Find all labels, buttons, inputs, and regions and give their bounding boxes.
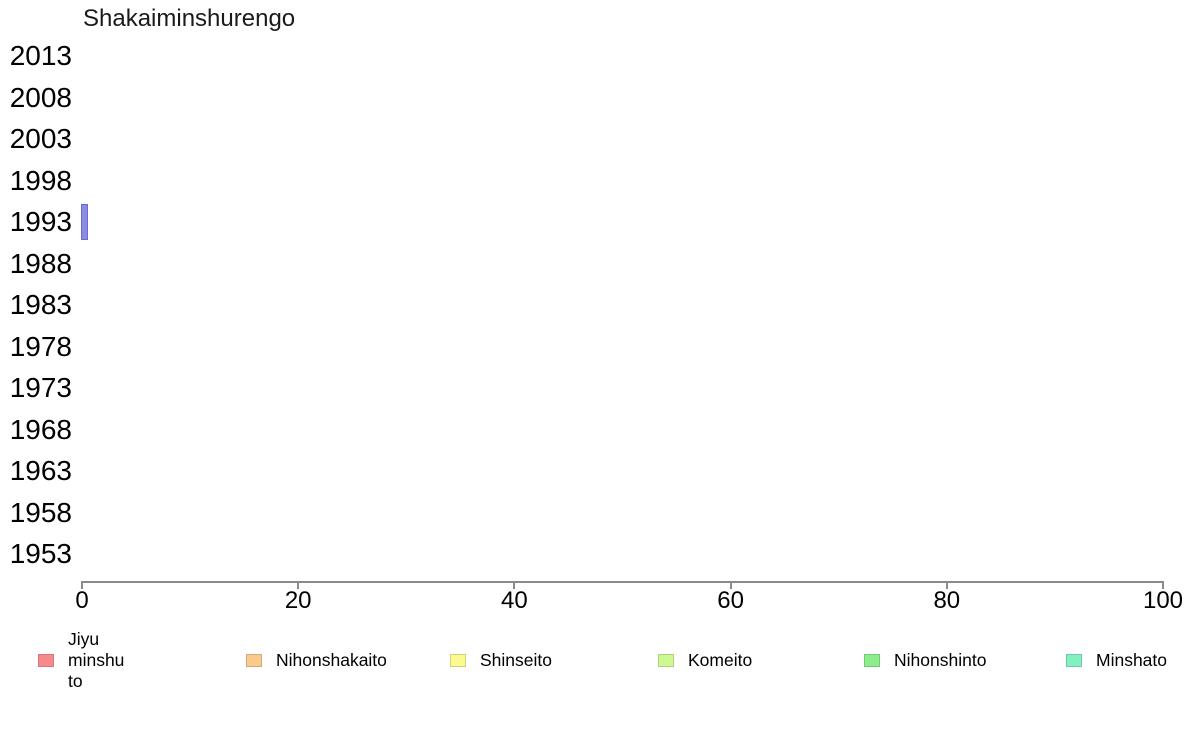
y-axis-label: 1993 [9,206,72,237]
legend-label: Komeito [688,649,753,670]
y-axis-label: 2013 [9,40,72,71]
x-axis-tick-label: 40 [501,587,528,614]
x-axis-tick-label: 100 [1142,587,1184,614]
legend-item: Shinseito [450,630,552,690]
legend-label: Minshato [1096,649,1168,670]
y-axis-label: 1973 [9,372,72,403]
x-axis-tick-label: 0 [75,587,89,614]
chart-title: Shakaiminshurengo [83,5,296,32]
y-axis-label: 1998 [9,164,72,196]
legend-label: Nihonshinto [894,649,987,670]
x-axis-tick [945,581,948,589]
y-axis-label: 2008 [9,81,72,113]
legend-item: Nihonshakaito [246,630,387,690]
x-axis-tick [729,581,732,589]
x-axis-tick [297,581,300,589]
legend-label: Jiyu minshu to [68,628,125,691]
y-axis-label: 1988 [9,247,72,279]
y-axis-label: 2003 [9,123,72,154]
legend-swatch-icon [450,653,466,667]
x-axis-tick-label: 60 [717,587,744,614]
legend-swatch-icon [246,653,262,667]
legend-item: Komeito [658,630,752,690]
x-axis-tick [81,581,83,589]
y-axis-label: 1983 [9,289,72,320]
legend-item: Minshato [1066,630,1167,690]
legend-label: Nihonshakaito [276,649,387,670]
legend-item: Nihonshinto [864,630,986,690]
y-axis-label: 1968 [9,413,72,445]
y-axis-label: 1958 [9,496,72,528]
x-axis-tick-label: 80 [933,587,961,614]
y-axis-label: 1963 [9,455,72,486]
legend-label: Shinseito [480,649,552,670]
y-axis-label: 1953 [9,538,72,569]
x-axis-tick-label: 20 [284,587,312,614]
x-axis-tick [513,581,516,589]
bar-1993 [81,204,89,240]
legend-swatch-icon [38,653,54,667]
legend-swatch-icon [658,653,674,667]
y-axis-label: 1978 [9,330,72,362]
legend-swatch-icon [864,653,880,667]
legend-swatch-icon [1066,653,1082,667]
x-axis-tick [1162,581,1164,589]
x-axis-line [81,581,1164,583]
legend-item: Jiyu minshu to [38,628,128,691]
